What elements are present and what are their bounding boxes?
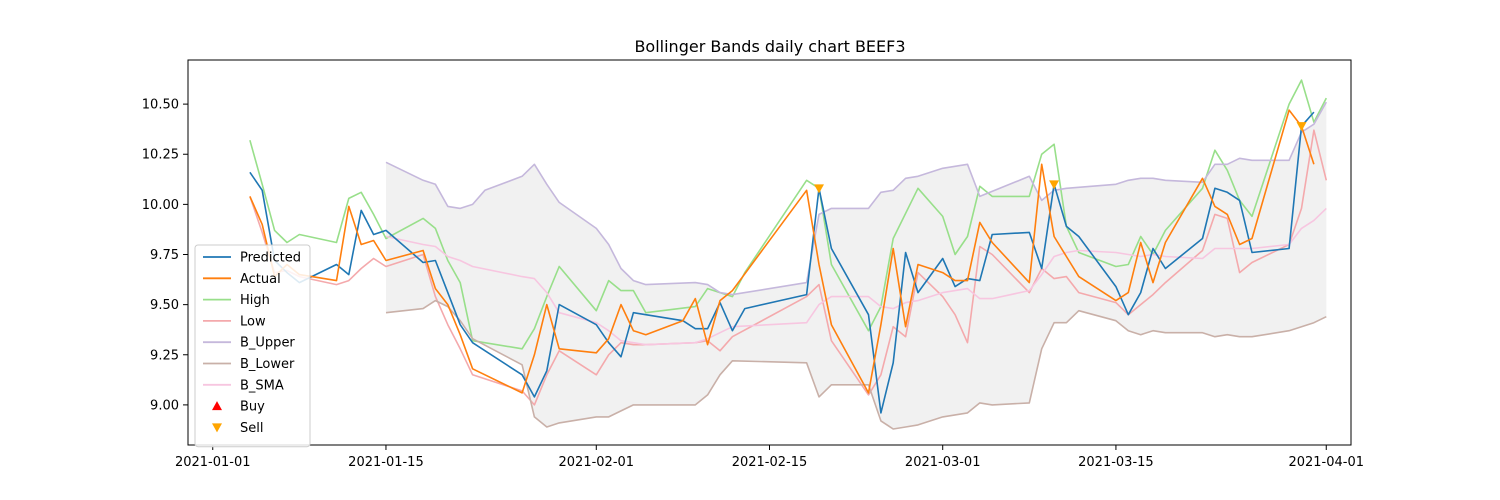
legend-label: High xyxy=(240,293,270,308)
y-tick-label: 10.25 xyxy=(142,148,179,163)
chart-title: Bollinger Bands daily chart BEEF3 xyxy=(634,37,905,56)
series-line-b-lower xyxy=(385,299,1327,430)
y-axis: 9.00 9.25 9.50 9.75 10.00 10.25 10.50 xyxy=(142,98,188,413)
legend-item-b-upper: B_Upper xyxy=(203,336,295,351)
legend-item-b-sma: B_SMA xyxy=(203,378,284,393)
legend-item-high: High xyxy=(203,293,270,308)
x-tick-label: 2021-03-15 xyxy=(1078,455,1154,470)
x-axis: 2021-01-01 2021-01-15 2021-02-01 2021-02-15… xyxy=(175,445,1364,470)
x-tick-label: 2021-04-01 xyxy=(1288,455,1364,470)
legend-item-buy: Buy xyxy=(212,400,265,415)
signal-markers xyxy=(813,122,1307,194)
band-area xyxy=(386,102,1327,429)
y-tick-label: 10.00 xyxy=(142,198,179,213)
x-tick-label: 2021-02-15 xyxy=(732,455,808,470)
legend-item-low: Low xyxy=(203,314,266,329)
x-tick-label: 2021-02-01 xyxy=(559,455,635,470)
legend-item-sell: Sell xyxy=(212,421,263,436)
legend-item-b-lower: B_Lower xyxy=(203,357,295,372)
series-line-actual xyxy=(249,109,1315,394)
x-tick-label: 2021-01-15 xyxy=(348,455,424,470)
legend: Predicted Actual High Low B_Upper B_Lower B_SM… xyxy=(194,244,311,448)
marker-sell xyxy=(1296,122,1307,132)
y-tick-label: 9.00 xyxy=(150,398,179,413)
legend-label: B_SMA xyxy=(240,378,284,393)
bollinger-band-fill xyxy=(386,102,1327,429)
legend-label: Buy xyxy=(240,400,265,415)
marker-sell xyxy=(813,184,824,194)
legend-label: B_Lower xyxy=(240,357,295,372)
legend-item-actual: Actual xyxy=(203,272,281,287)
y-tick-label: 10.50 xyxy=(142,98,179,113)
legend-label: Low xyxy=(240,314,266,329)
y-tick-label: 9.25 xyxy=(150,348,179,363)
legend-item-predicted: Predicted xyxy=(203,251,301,266)
y-tick-label: 9.50 xyxy=(150,298,179,313)
y-tick-label: 9.75 xyxy=(150,248,179,263)
series-line-b-sma xyxy=(385,207,1327,346)
x-tick-label: 2021-03-01 xyxy=(905,455,981,470)
legend-label: Actual xyxy=(240,272,281,287)
legend-box xyxy=(194,244,311,448)
series-lines xyxy=(249,79,1328,430)
legend-label: Sell xyxy=(240,421,263,436)
series-line-b-upper xyxy=(385,101,1327,296)
legend-label: B_Upper xyxy=(240,336,295,351)
legend-swatch xyxy=(212,401,222,411)
legend-label: Predicted xyxy=(240,251,301,266)
series-line-predicted xyxy=(249,111,1315,414)
legend-swatch xyxy=(212,423,222,433)
marker-sell xyxy=(1049,180,1060,190)
x-tick-label: 2021-01-01 xyxy=(175,455,251,470)
